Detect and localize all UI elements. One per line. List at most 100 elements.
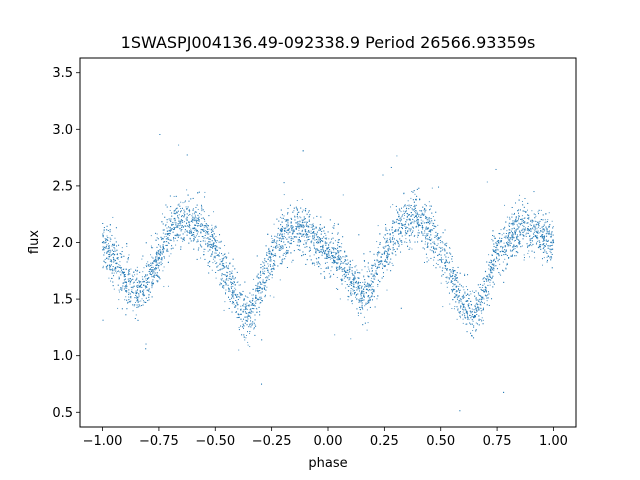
data-point — [265, 280, 267, 282]
data-point — [405, 221, 407, 223]
data-point — [249, 332, 251, 334]
data-point — [386, 230, 388, 232]
data-point — [239, 292, 241, 294]
data-point — [359, 298, 361, 300]
data-point — [523, 217, 525, 219]
data-point — [533, 191, 535, 193]
data-point — [119, 266, 121, 268]
data-point — [385, 242, 387, 244]
data-point — [255, 288, 257, 290]
data-point — [251, 311, 253, 313]
data-point — [531, 238, 533, 239]
data-point — [551, 248, 553, 250]
data-point — [155, 251, 157, 253]
data-point — [187, 206, 189, 208]
data-point — [402, 210, 404, 212]
data-point — [309, 235, 311, 237]
data-point — [471, 308, 473, 310]
data-point — [512, 237, 514, 239]
data-point — [506, 263, 508, 265]
data-point — [116, 272, 118, 274]
data-point — [109, 237, 111, 239]
data-point — [509, 249, 511, 251]
data-point — [415, 210, 417, 212]
data-point — [432, 222, 434, 224]
data-point — [407, 227, 409, 229]
data-point — [363, 296, 365, 298]
data-point — [121, 269, 123, 271]
data-point — [343, 262, 345, 264]
data-point — [399, 218, 401, 220]
data-point — [302, 220, 304, 222]
data-point — [128, 278, 130, 280]
data-point — [521, 200, 523, 202]
data-point — [162, 248, 164, 250]
data-point — [224, 245, 226, 247]
data-point — [196, 220, 198, 222]
data-point — [299, 220, 301, 222]
data-point — [173, 222, 175, 224]
data-point — [270, 252, 272, 254]
data-point — [504, 204, 506, 206]
data-point — [266, 286, 268, 288]
data-point — [523, 259, 525, 261]
data-point — [193, 213, 195, 215]
data-point — [499, 263, 501, 265]
data-point — [300, 217, 302, 219]
data-point — [462, 322, 464, 324]
data-point — [544, 219, 546, 221]
data-point — [110, 269, 112, 271]
data-point — [225, 289, 227, 291]
data-point — [296, 221, 298, 223]
data-point — [337, 233, 339, 235]
data-point — [143, 281, 145, 283]
data-point — [246, 317, 248, 318]
data-point — [398, 214, 400, 216]
data-point — [359, 306, 361, 308]
data-point — [194, 217, 196, 219]
data-point — [481, 317, 483, 319]
data-point — [121, 253, 123, 255]
data-point — [263, 267, 265, 269]
data-point — [429, 205, 431, 207]
data-point — [367, 322, 369, 324]
data-point — [258, 292, 260, 294]
data-point — [313, 254, 315, 256]
data-point — [368, 286, 370, 288]
data-point — [152, 266, 154, 268]
data-point — [292, 231, 294, 233]
data-point — [272, 240, 274, 242]
data-point — [188, 208, 190, 210]
data-point — [343, 277, 345, 279]
data-point — [433, 241, 435, 243]
data-point — [203, 211, 205, 213]
data-point — [220, 268, 222, 270]
data-point — [550, 256, 552, 258]
data-point — [139, 271, 141, 273]
data-point — [245, 319, 247, 321]
data-point — [240, 313, 242, 315]
data-point — [407, 213, 409, 215]
data-point — [488, 279, 490, 281]
data-point — [317, 238, 319, 240]
data-point — [120, 287, 122, 289]
data-point — [541, 244, 543, 246]
data-point — [437, 259, 439, 261]
data-point — [518, 222, 520, 224]
data-point — [508, 241, 510, 243]
data-point — [317, 242, 319, 244]
data-point — [223, 309, 225, 311]
data-point — [528, 245, 530, 247]
data-point — [500, 229, 502, 231]
data-point — [201, 223, 203, 225]
data-point — [195, 230, 197, 232]
data-point — [519, 234, 521, 236]
data-point — [249, 315, 251, 317]
data-point — [482, 309, 484, 311]
data-point — [534, 257, 536, 259]
data-point — [432, 216, 434, 218]
data-point — [225, 256, 227, 258]
data-point — [481, 286, 483, 288]
data-point — [549, 248, 551, 250]
data-point — [297, 212, 299, 214]
